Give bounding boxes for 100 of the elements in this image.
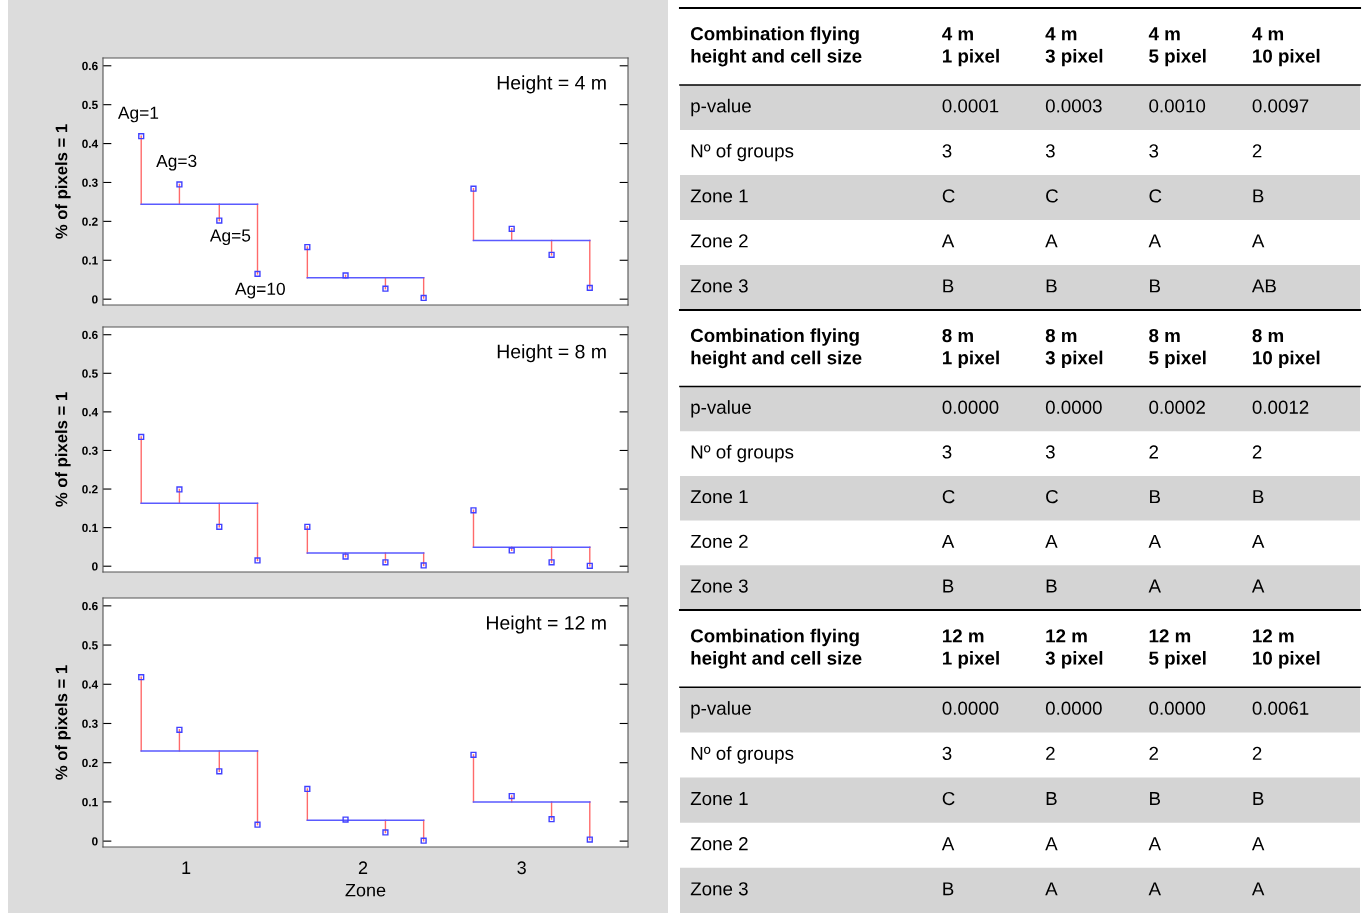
text: A — [1251, 579, 1265, 593]
point — [508, 225, 515, 232]
text: 2 — [1252, 746, 1262, 760]
category-label: Zone 2 — [690, 837, 748, 851]
category-label: p-value — [691, 98, 751, 117]
y-tick-label: 0.3 — [82, 446, 98, 455]
category-label: Zone 2 — [690, 234, 748, 248]
category-label: Zone 1 — [690, 792, 748, 806]
point — [176, 181, 183, 188]
point — [586, 284, 593, 292]
y-axis-title: % of pixels = 1 — [55, 665, 71, 780]
text: A — [1148, 534, 1161, 548]
text: A — [1251, 837, 1265, 851]
text: A — [1148, 579, 1161, 593]
text: 2 — [1149, 746, 1159, 760]
text: 0.0003 — [1045, 99, 1102, 113]
point — [548, 559, 555, 566]
text: A — [1148, 837, 1161, 851]
text: B — [943, 579, 954, 593]
text: 0.0000 — [1149, 701, 1206, 715]
category-label: 12 m 5 pixel — [1149, 629, 1206, 669]
category-label: Zone 1 — [690, 189, 748, 203]
category-label: 4 m 5 pixel — [1148, 27, 1206, 67]
category-label: Zone 3 — [690, 579, 748, 593]
y-tick-label: 0.3 — [82, 178, 98, 187]
category-label: Combination flying height and cell size — [690, 26, 862, 67]
text: 0.0097 — [1252, 99, 1309, 113]
text: 2 — [1252, 144, 1262, 158]
text: A — [1251, 882, 1265, 896]
y-tick-label: 0.5 — [82, 641, 98, 650]
category-label: Zone 3 — [690, 882, 748, 896]
y-tick-label: 0.4 — [82, 680, 99, 689]
text: 0.0002 — [1149, 400, 1205, 414]
y-tick-label: 0.4 — [82, 139, 99, 148]
text: C — [942, 189, 955, 203]
point — [254, 821, 261, 828]
category-label: 12 m 3 pixel — [1045, 629, 1103, 669]
point — [420, 294, 427, 302]
x-tick-label: 1 — [182, 861, 191, 874]
text: 0.0000 — [1045, 701, 1102, 715]
y-tick-label: 0.2 — [82, 485, 98, 494]
category-label: Zone 2 — [690, 534, 748, 548]
text: A — [1251, 234, 1265, 248]
point — [382, 285, 389, 292]
y-tick-label: 0 — [92, 295, 98, 304]
text: C — [942, 791, 955, 806]
text: B — [1253, 189, 1264, 203]
annotation: Height = 8 m — [497, 344, 606, 363]
text: A — [1045, 234, 1058, 248]
y-tick-label: 0.1 — [82, 523, 98, 533]
text: B — [1046, 279, 1057, 293]
point — [138, 133, 145, 140]
category-label: 4 m 1 pixel — [942, 27, 999, 67]
text: 0.0000 — [942, 400, 999, 414]
point — [420, 837, 427, 844]
text: 0.0001 — [942, 99, 999, 113]
point — [304, 523, 311, 530]
point — [470, 751, 477, 758]
text: A — [1045, 837, 1058, 851]
text: C — [1046, 189, 1058, 203]
text: 0.0012 — [1252, 400, 1309, 414]
text: B — [1150, 792, 1161, 805]
annotation: Ag=10 — [234, 282, 285, 299]
point — [420, 562, 427, 569]
text: 3 — [942, 144, 952, 158]
point — [254, 270, 261, 278]
category-label: 8 m 10 pixel — [1252, 328, 1320, 369]
text: AB — [1251, 279, 1276, 293]
text: B — [1253, 792, 1264, 805]
text: A — [1045, 534, 1058, 548]
text: A — [1148, 234, 1161, 248]
category-label: Zone 3 — [690, 279, 748, 293]
point — [216, 217, 223, 224]
category-label: 4 m 10 pixel — [1252, 27, 1320, 67]
y-tick-label: 0.1 — [82, 797, 98, 807]
text: B — [1046, 792, 1057, 805]
text: 0.0000 — [1045, 400, 1102, 414]
x-tick-label: 3 — [517, 861, 526, 875]
point — [216, 523, 223, 530]
text: 3 — [1149, 144, 1159, 158]
annotation: Height = 4 m — [497, 75, 606, 94]
point — [586, 836, 593, 843]
category-label: Nº of groups — [691, 444, 794, 463]
x-axis-title: Zone — [345, 883, 386, 897]
text: C — [942, 490, 955, 504]
category-label: Nº of groups — [691, 143, 794, 162]
text: B — [943, 279, 954, 293]
text: C — [1046, 490, 1058, 504]
y-tick-label: 0.5 — [82, 100, 98, 110]
category-label: Nº of groups — [691, 746, 794, 764]
text: B — [1150, 490, 1161, 504]
y-tick-label: 0.6 — [82, 601, 98, 611]
point — [138, 674, 145, 681]
point — [304, 243, 311, 251]
y-tick-label: 0.5 — [82, 369, 98, 378]
text: 2 — [1149, 445, 1159, 459]
annotation: Ag=5 — [209, 229, 251, 246]
text: 3 — [1045, 144, 1055, 158]
x-tick-label: 2 — [358, 861, 368, 874]
category-label: 8 m 3 pixel — [1045, 328, 1103, 369]
